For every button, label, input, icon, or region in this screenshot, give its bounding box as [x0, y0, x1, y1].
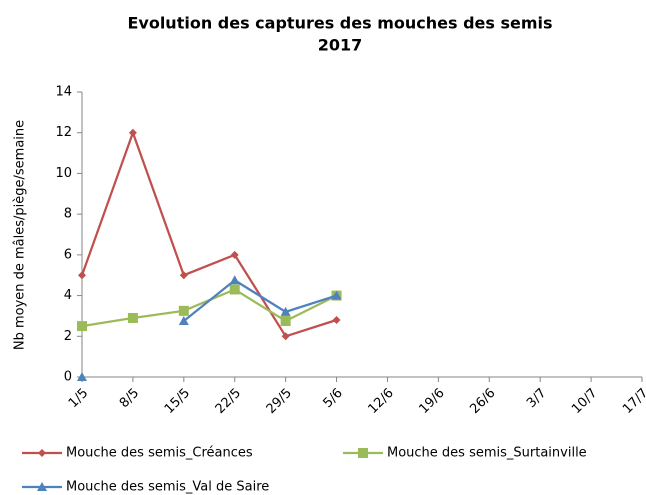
marker	[280, 316, 291, 327]
chart-title: 2017	[318, 36, 363, 55]
x-tick-label: 10/7	[569, 386, 600, 417]
x-tick-label: 22/5	[213, 386, 244, 417]
legend-label: Mouche des semis_Val de Saire	[66, 480, 269, 495]
x-tick-label: 19/6	[416, 386, 447, 417]
legend-marker	[38, 449, 46, 457]
marker	[78, 271, 86, 280]
legend-marker	[37, 482, 47, 491]
marker	[229, 275, 240, 285]
y-tick-label: 12	[55, 125, 72, 140]
marker	[178, 316, 189, 326]
marker	[77, 321, 87, 332]
marker	[127, 312, 138, 323]
marker	[178, 305, 189, 316]
marker	[280, 306, 291, 316]
marker	[179, 271, 188, 280]
y-axis-label: Nb moyen de mâles/piège/semaine	[13, 120, 28, 350]
legend-marker	[358, 448, 368, 458]
x-tick-label: 17/7	[620, 386, 646, 417]
series-line	[183, 278, 337, 322]
marker	[281, 332, 290, 341]
y-tick-label: 10	[55, 166, 72, 181]
marker	[128, 128, 137, 137]
x-tick-label: 8/5	[117, 386, 142, 411]
x-tick-label: 1/5	[66, 386, 91, 411]
x-tick-label: 12/6	[366, 386, 397, 417]
marker	[331, 290, 342, 300]
x-tick-label: 3/7	[524, 386, 549, 411]
legend-label: Mouche des semis_Créances	[66, 446, 253, 461]
x-tick-label: 5/6	[320, 386, 345, 411]
series-line	[80, 129, 337, 338]
chart-title: Evolution des captures des mouches des s…	[127, 14, 552, 33]
marker	[230, 250, 239, 259]
x-tick-label: 26/6	[467, 386, 498, 417]
legend-label: Mouche des semis_Surtainville	[387, 446, 587, 461]
y-tick-label: 6	[64, 247, 72, 262]
y-tick-label: 8	[64, 207, 72, 222]
y-tick-label: 2	[64, 329, 72, 344]
x-tick-label: 29/5	[264, 386, 295, 417]
y-tick-label: 14	[55, 85, 72, 100]
marker	[332, 316, 341, 324]
marker	[229, 284, 240, 295]
y-tick-label: 4	[64, 288, 72, 303]
x-tick-label: 15/5	[162, 386, 193, 417]
y-tick-label: 0	[64, 370, 72, 385]
marker	[77, 372, 87, 381]
